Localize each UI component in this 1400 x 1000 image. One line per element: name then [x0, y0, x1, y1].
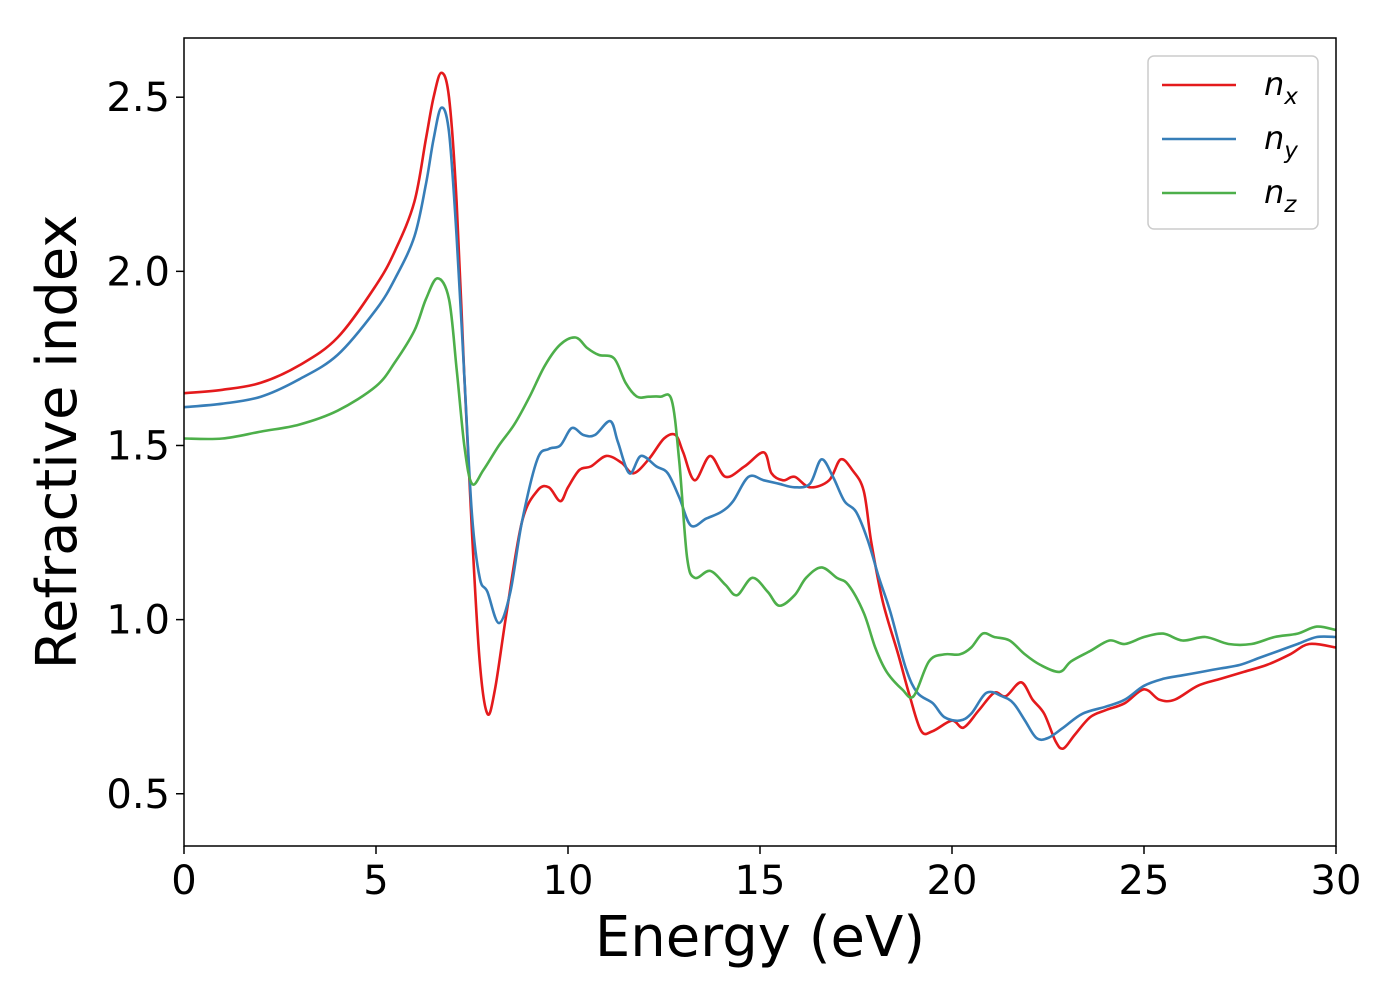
legend-subscript: y: [1283, 138, 1298, 164]
legend-label-nx: nx: [1264, 65, 1298, 110]
series-line-nz: [184, 277, 1336, 699]
legend-box: [1147, 55, 1319, 230]
x-tick-label: 20: [927, 858, 978, 904]
legend-subscript: x: [1283, 84, 1298, 110]
x-tick-label: 10: [543, 858, 594, 904]
x-axis-label: Energy (eV): [595, 905, 925, 970]
y-tick-label: 0.5: [106, 772, 170, 818]
x-tick-label: 15: [735, 858, 786, 904]
legend-label-ny: ny: [1264, 119, 1298, 164]
legend-subscript: z: [1283, 192, 1297, 218]
x-tick-label: 5: [363, 858, 388, 904]
x-tick-label: 25: [1119, 858, 1170, 904]
x-tick-label: 0: [171, 858, 196, 904]
y-tick-label: 1.0: [106, 598, 170, 644]
y-axis-label: Refractive index: [25, 215, 90, 670]
y-axis: 0.5 1.0 1.5 2.0 2.5: [106, 75, 184, 818]
series-layer: [184, 71, 1336, 751]
y-tick-label: 2.5: [106, 75, 170, 121]
y-tick-label: 2.0: [106, 249, 170, 295]
series-line-nx: [184, 71, 1336, 751]
y-tick-label: 1.5: [106, 423, 170, 469]
x-axis: 0 5 10 15 20 25 30: [171, 846, 1361, 904]
x-tick-label: 30: [1311, 858, 1362, 904]
series-line-ny: [184, 106, 1336, 742]
